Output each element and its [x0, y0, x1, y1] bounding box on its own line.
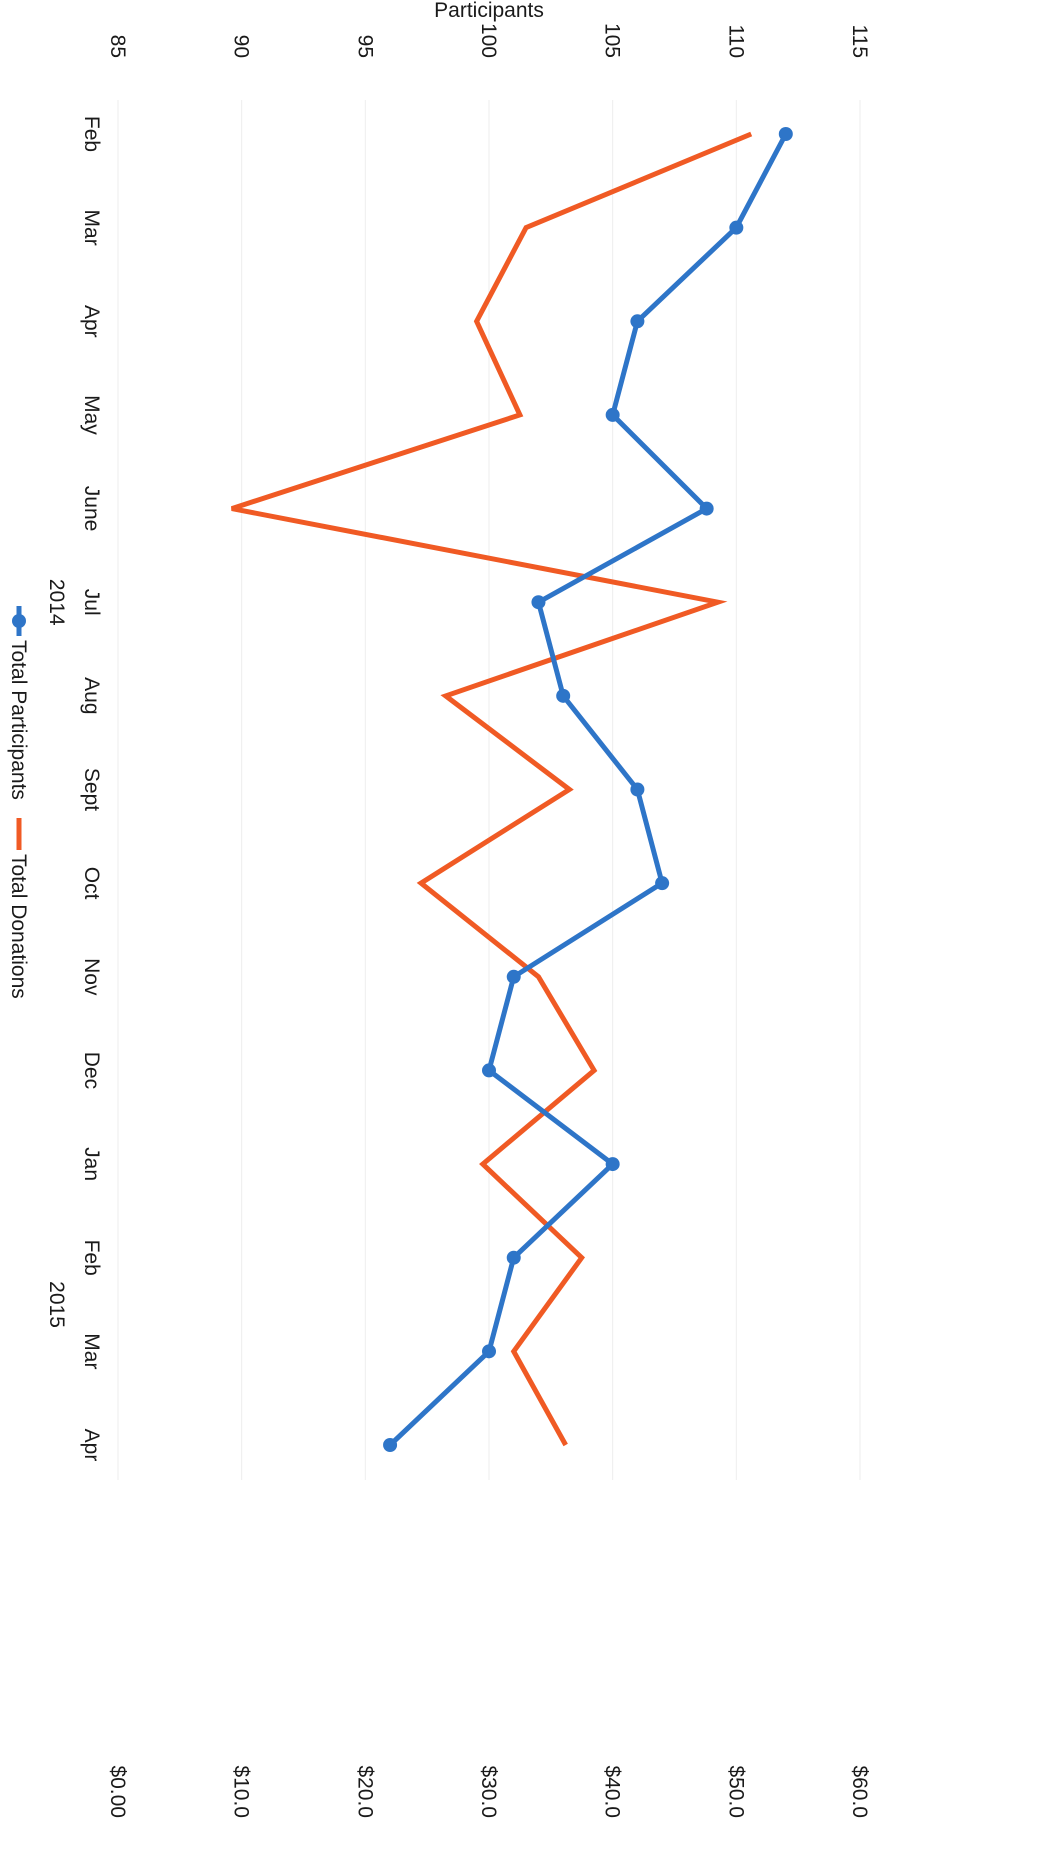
- participants-tick-label: 115: [848, 25, 871, 58]
- participants-tick-label: 95: [353, 35, 376, 58]
- data-point: [630, 782, 645, 797]
- month-tick-label: June: [80, 486, 103, 532]
- donations-tick-label: $60.0: [848, 1765, 871, 1818]
- month-tick-label: May: [80, 395, 103, 435]
- month-tick-label: Nov: [80, 958, 103, 996]
- series-line: [231, 131, 753, 1447]
- participants-axis: 85 90 95 100 105 110 115: [106, 23, 871, 58]
- month-tick-label: Sept: [80, 768, 103, 811]
- month-axis: Feb Mar Apr May June Jul Aug Sept Oct Nov Dec Jan Fe…: [80, 116, 103, 1461]
- data-point: [482, 1063, 496, 1078]
- month-tick-label: Mar: [80, 1333, 103, 1369]
- month-tick-label: Apr: [80, 1429, 103, 1462]
- data-point: [605, 1157, 620, 1172]
- data-point: [699, 501, 714, 516]
- data-point: [729, 220, 744, 235]
- data-point: [482, 1344, 496, 1359]
- participants-axis-title: Participants: [434, 0, 544, 22]
- month-tick-label: Dec: [80, 1052, 103, 1089]
- year-label: 2015: [45, 1281, 68, 1328]
- month-tick-label: Jul: [80, 589, 103, 616]
- participants-tick-label: 100: [477, 23, 500, 58]
- data-point: [630, 314, 645, 329]
- legend-label: Total Participants: [7, 640, 30, 800]
- month-tick-label: Jan: [80, 1147, 103, 1181]
- month-tick-label: Oct: [80, 867, 103, 900]
- participants-tick-label: 110: [724, 25, 747, 58]
- series-line: [388, 132, 789, 1447]
- data-point: [531, 595, 546, 610]
- series-total-donations: [231, 131, 753, 1447]
- gridlines: [117, 100, 861, 1480]
- donations-tick-label: $0.00: [106, 1765, 129, 1818]
- data-point: [778, 127, 793, 141]
- donations-tick-label: $50.0: [724, 1765, 747, 1818]
- donations-tick-label: $20.0: [353, 1765, 376, 1818]
- year-label: 2014: [45, 579, 68, 626]
- participants-tick-label: 85: [106, 35, 129, 58]
- participants-tick-label: 105: [601, 23, 624, 58]
- legend-label: Total Donations: [7, 854, 30, 999]
- data-point: [383, 1438, 398, 1452]
- legend: Total Participants Total Donations: [7, 606, 30, 999]
- month-tick-label: Apr: [80, 305, 103, 338]
- legend-marker: [12, 614, 26, 628]
- data-point: [605, 407, 620, 422]
- donations-tick-label: $10.0: [230, 1765, 253, 1818]
- month-tick-label: Aug: [80, 677, 103, 714]
- data-point: [506, 1250, 521, 1265]
- series-total-participants: [383, 127, 793, 1452]
- year-group-labels: 2014 2015: [45, 579, 68, 1328]
- data-point: [655, 876, 670, 891]
- chart-rotated-group: 85 90 95 100 105 110 115 $0.00 $10.0 $20.0 $30.0 $…: [7, 0, 871, 1818]
- donations-axis: $0.00 $10.0 $20.0 $30.0 $40.0 $50.0 $60.0: [106, 1765, 871, 1818]
- data-point: [506, 969, 521, 984]
- donations-tick-label: $40.0: [601, 1765, 624, 1818]
- participants-tick-label: 90: [230, 35, 253, 58]
- data-point: [556, 688, 571, 703]
- month-tick-label: Mar: [80, 210, 103, 246]
- donations-tick-label: $30.0: [477, 1765, 500, 1818]
- month-tick-label: Feb: [80, 1240, 103, 1276]
- month-tick-label: Feb: [80, 116, 103, 152]
